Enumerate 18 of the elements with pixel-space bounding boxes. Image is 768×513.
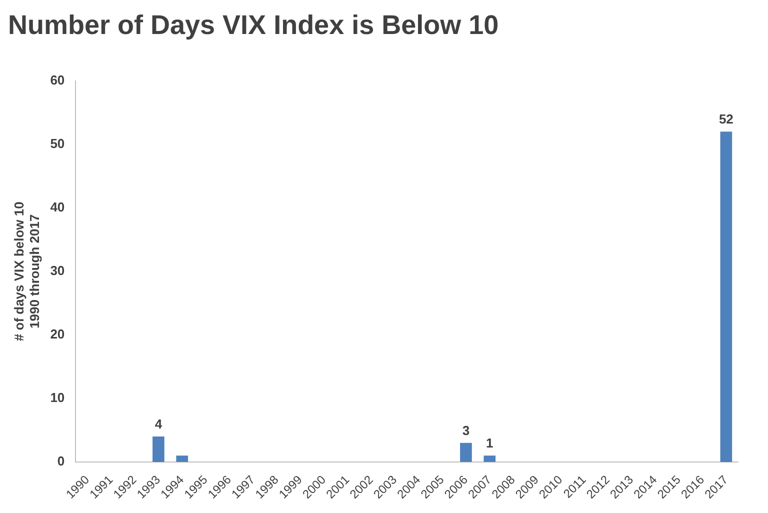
y-tick-label: 20 bbox=[50, 326, 65, 342]
y-axis-title: # of days VIX below 10 1990 through 2017 bbox=[11, 202, 42, 342]
y-tick-label: 10 bbox=[50, 390, 65, 405]
bar bbox=[720, 132, 732, 462]
bar bbox=[152, 436, 164, 462]
data-label: 4 bbox=[154, 416, 163, 432]
y-tick-label: 30 bbox=[50, 262, 65, 278]
bar bbox=[176, 456, 188, 462]
bar bbox=[460, 442, 472, 462]
y-tick-label: 50 bbox=[50, 136, 65, 151]
data-label: 52 bbox=[718, 112, 734, 127]
data-label: 3 bbox=[462, 422, 470, 438]
bar bbox=[484, 456, 496, 462]
y-tick-label: 40 bbox=[50, 199, 65, 214]
data-label: 1 bbox=[486, 436, 494, 451]
y-tick-label: 0 bbox=[57, 454, 65, 469]
y-tick-label: 60 bbox=[50, 72, 65, 88]
chart-title: Number of Days VIX Index is Below 10 bbox=[8, 9, 500, 42]
